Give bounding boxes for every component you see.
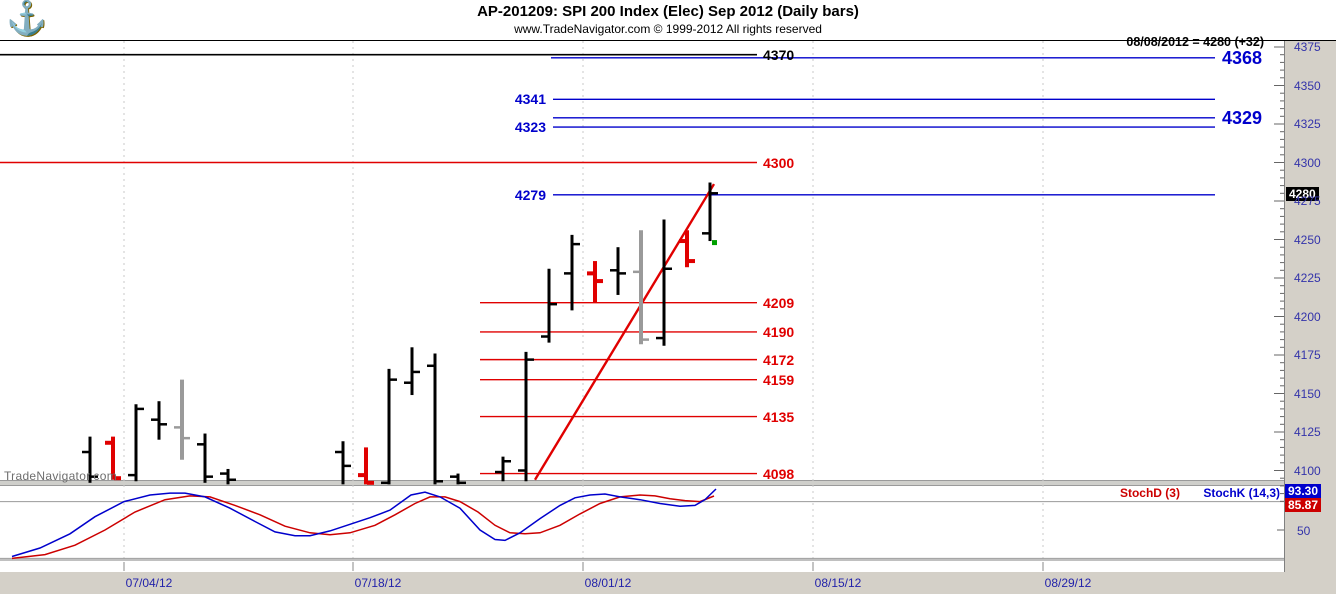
chart-subtitle: www.TradeNavigator.com © 1999-2012 All r… bbox=[514, 22, 822, 36]
stoch-d-curve bbox=[11, 494, 715, 560]
prev-close-marker bbox=[712, 240, 717, 246]
level-label-4300: 4300 bbox=[763, 154, 795, 171]
last-quote-readout: 08/08/2012 = 4280 (+32) bbox=[1126, 35, 1264, 49]
price-axis-tick-label: 4100 bbox=[1294, 463, 1321, 478]
price-axis-tick-label: 4275 bbox=[1294, 194, 1321, 208]
current-price-badge: 4280 bbox=[1286, 187, 1319, 201]
price-axis-tick-label: 4325 bbox=[1294, 117, 1321, 131]
panel-divider[interactable] bbox=[0, 480, 1284, 486]
trendline bbox=[533, 183, 716, 481]
trade-navigator-logo-icon: ⚓ bbox=[6, 0, 48, 36]
stochastic-legend: StochD (3) StochK (14,3) bbox=[1100, 486, 1280, 500]
price-axis-tick-label: 4200 bbox=[1294, 309, 1321, 324]
price-axis-tick-label: 4350 bbox=[1294, 78, 1321, 93]
level-label-4329: 4329 bbox=[1222, 107, 1263, 128]
level-label-4341: 4341 bbox=[514, 91, 546, 108]
level-label-4159: 4159 bbox=[763, 371, 795, 388]
price-axis-tick-label: 4300 bbox=[1294, 155, 1321, 170]
level-label-4370: 4370 bbox=[763, 46, 795, 63]
price-axis-tick-label: 4125 bbox=[1294, 425, 1321, 439]
date-axis-band[interactable] bbox=[0, 572, 1336, 594]
level-label-4368: 4368 bbox=[1222, 47, 1263, 68]
chart-top-border bbox=[0, 40, 1336, 41]
level-label-4323: 4323 bbox=[514, 119, 546, 136]
level-label-4135: 4135 bbox=[763, 408, 795, 425]
chart-title: AP-201209: SPI 200 Index (Elec) Sep 2012… bbox=[477, 3, 859, 20]
stoch-k-legend-label[interactable]: StochK (14,3) bbox=[1203, 486, 1280, 500]
stoch-d-legend-label[interactable]: StochD (3) bbox=[1119, 486, 1180, 500]
date-label: 08/15/12 bbox=[814, 576, 862, 590]
level-label-4190: 4190 bbox=[763, 323, 795, 340]
price-axis-tick-label: 4150 bbox=[1294, 386, 1321, 401]
stoch-value-badge: 93.30 bbox=[1285, 484, 1322, 498]
date-label: 08/29/12 bbox=[1044, 576, 1092, 590]
date-label: 08/01/12 bbox=[584, 576, 632, 590]
stoch-k-curve bbox=[11, 488, 717, 558]
price-axis-tick-label: 4250 bbox=[1294, 232, 1321, 247]
level-label-4279: 4279 bbox=[514, 186, 546, 203]
stoch-value-badge: 85.87 bbox=[1285, 497, 1322, 512]
date-label: 07/04/12 bbox=[125, 576, 173, 590]
price-axis-tick-label: 4375 bbox=[1294, 40, 1321, 54]
level-label-4209: 4209 bbox=[763, 294, 795, 311]
level-label-4172: 4172 bbox=[763, 351, 795, 368]
price-axis-tick-label: 4225 bbox=[1294, 271, 1321, 285]
date-label: 07/18/12 bbox=[354, 576, 402, 590]
stoch-axis-label-50: 50 bbox=[1297, 524, 1311, 538]
price-axis-tick-label: 4175 bbox=[1294, 348, 1321, 362]
level-label-4098: 4098 bbox=[763, 465, 795, 482]
watermark: TradeNavigator.com bbox=[4, 469, 118, 483]
